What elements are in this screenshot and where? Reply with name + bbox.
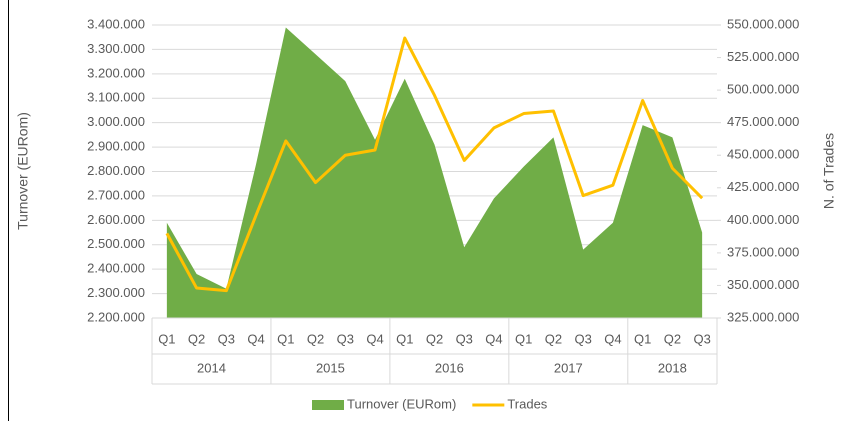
x-tick-label: Q2 xyxy=(545,331,562,346)
x-tick-label: Q1 xyxy=(158,331,175,346)
x-tick-label: Q2 xyxy=(664,331,681,346)
area xyxy=(166,27,703,318)
y-tick-label: 2.900.000 xyxy=(87,139,145,154)
group-label: 2016 xyxy=(435,360,464,375)
y-tick-label: 2.800.000 xyxy=(87,163,145,178)
y-tick-label: 3.400.000 xyxy=(87,16,145,31)
x-tick-label: Q3 xyxy=(456,331,473,346)
x-tick-label: Q3 xyxy=(218,331,235,346)
y2-tick-label: 375.000.000 xyxy=(727,244,799,259)
y2-axis-title: N. of Trades xyxy=(821,133,837,209)
y2-tick-label: 425.000.000 xyxy=(727,179,799,194)
x-tick-label: Q2 xyxy=(426,331,443,346)
y-tick-label: 2.400.000 xyxy=(87,261,145,276)
legend-swatch xyxy=(312,400,344,410)
y-tick-label: 3.200.000 xyxy=(87,65,145,80)
x-tick-label: Q3 xyxy=(337,331,354,346)
y-tick-label: 3.000.000 xyxy=(87,114,145,129)
group-label: 2015 xyxy=(316,360,345,375)
y2-tick-label: 400.000.000 xyxy=(727,212,799,227)
x-tick-label: Q2 xyxy=(188,331,205,346)
legend-label: Turnover (EURom) xyxy=(347,396,456,411)
y-tick-label: 2.600.000 xyxy=(87,212,145,227)
line xyxy=(165,36,704,293)
x-tick-label: Q4 xyxy=(485,331,502,346)
y-tick-label: 3.300.000 xyxy=(87,41,145,56)
y2-tick-label: 500.000.000 xyxy=(727,82,799,97)
group-label: 2017 xyxy=(554,360,583,375)
legend-label: Trades xyxy=(507,396,547,411)
y2-tick-label: 550.000.000 xyxy=(727,16,799,31)
x-tick-label: Q1 xyxy=(515,331,532,346)
x-tick-label: Q2 xyxy=(307,331,324,346)
x-tick-label: Q4 xyxy=(366,331,383,346)
y2-tick-label: 475.000.000 xyxy=(727,114,799,129)
group-label: 2014 xyxy=(197,360,226,375)
y2-tick-label: 350.000.000 xyxy=(727,277,799,292)
y-tick-label: 2.700.000 xyxy=(87,187,145,202)
x-tick-label: Q4 xyxy=(604,331,621,346)
y-tick-label: 2.300.000 xyxy=(87,285,145,300)
x-tick-label: Q3 xyxy=(693,331,710,346)
group-label: 2018 xyxy=(658,360,687,375)
x-tick-label: Q1 xyxy=(396,331,413,346)
y2-tick-label: 325.000.000 xyxy=(727,309,799,324)
y-tick-label: 2.500.000 xyxy=(87,236,145,251)
frame xyxy=(8,0,9,421)
x-tick-label: Q1 xyxy=(277,331,294,346)
y2-tick-label: 450.000.000 xyxy=(727,147,799,162)
y-axis-title: Turnover (EURom) xyxy=(15,112,31,230)
x-tick-label: Q1 xyxy=(634,331,651,346)
y2-tick-label: 525.000.000 xyxy=(727,49,799,64)
x-tick-label: Q4 xyxy=(247,331,264,346)
y-tick-label: 2.200.000 xyxy=(87,309,145,324)
x-tick-label: Q3 xyxy=(575,331,592,346)
y-tick-label: 3.100.000 xyxy=(87,90,145,105)
